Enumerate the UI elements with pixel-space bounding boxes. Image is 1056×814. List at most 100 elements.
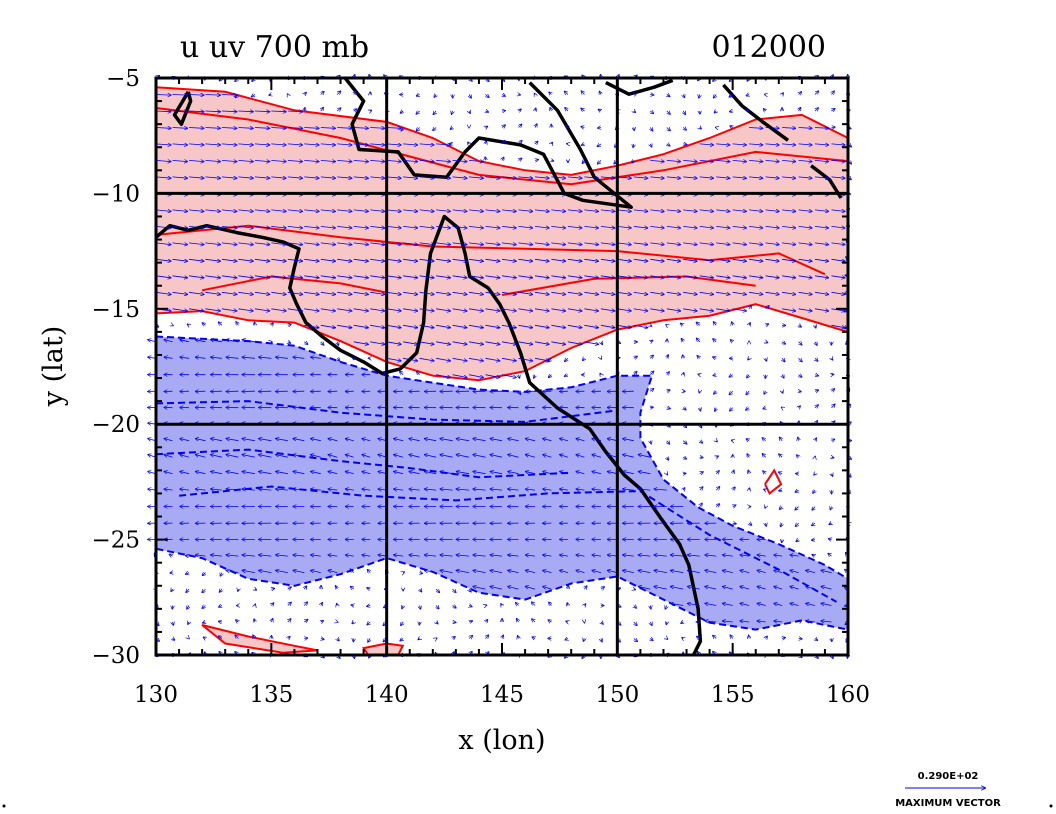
wind-vector (433, 128, 436, 131)
wind-vector (667, 408, 670, 409)
wind-vector (440, 472, 453, 475)
wind-vector (337, 276, 352, 278)
wind-vector (219, 636, 222, 639)
wind-vector (490, 472, 503, 475)
wind-vector (814, 226, 828, 228)
wind-vector (188, 111, 204, 112)
wind-vector (535, 108, 536, 111)
wind-vector (346, 439, 354, 441)
wind-vector (814, 243, 828, 245)
wind-vector (205, 291, 220, 294)
wind-vector (779, 454, 782, 457)
wind-vector (328, 570, 338, 572)
wind-vector (535, 160, 538, 161)
wind-vector (328, 555, 338, 556)
wind-vector (419, 177, 434, 178)
wind-vector (608, 439, 618, 441)
wind-vector (254, 144, 270, 145)
wind-vector (806, 570, 816, 572)
wind-vector (219, 606, 222, 608)
wind-vector (634, 639, 638, 642)
wind-vector (242, 439, 255, 441)
wind-vector (699, 276, 714, 278)
wind-vector (353, 160, 369, 161)
wind-vector (764, 391, 766, 394)
wind-vector (311, 555, 321, 556)
wind-vector (733, 487, 735, 490)
wind-vector (699, 259, 714, 261)
wind-vector (699, 243, 714, 245)
wind-vector (683, 441, 687, 444)
wind-vector (386, 259, 401, 261)
wind-vector (370, 308, 384, 311)
wind-vector (740, 603, 750, 605)
wind-vector (764, 109, 766, 111)
wind-vector (815, 438, 816, 441)
wind-vector (304, 638, 307, 639)
wind-vector (276, 489, 288, 490)
wind-vector (205, 144, 220, 145)
wind-vector (705, 621, 717, 622)
wind-vector (403, 291, 417, 294)
wind-vector (600, 291, 615, 294)
wind-vector (567, 243, 582, 245)
wind-vector (180, 455, 190, 458)
wind-vector (205, 177, 220, 178)
wind-vector (328, 489, 338, 490)
wind-vector (401, 128, 403, 131)
wind-vector (452, 341, 467, 345)
wind-vector (581, 108, 584, 111)
wind-vector (518, 243, 533, 245)
wind-vector (501, 357, 516, 361)
wind-vector (501, 259, 516, 261)
positive-region (156, 86, 848, 382)
wind-vector (584, 341, 598, 345)
wind-vector (187, 324, 189, 325)
wind-vector (600, 259, 615, 261)
wind-vector (485, 276, 500, 278)
wind-vector (567, 324, 582, 327)
wind-vector (409, 439, 420, 441)
wind-vector (221, 128, 237, 129)
wind-vector (815, 325, 816, 328)
wind-vector (638, 472, 651, 475)
wind-vector (814, 144, 828, 145)
wind-vector (601, 639, 602, 642)
wind-vector (600, 210, 615, 212)
wind-vector (287, 259, 303, 261)
wind-vector (321, 621, 324, 622)
gridlines (156, 78, 848, 655)
wind-vector (799, 108, 801, 112)
wind-vector (353, 210, 369, 212)
wind-vector (287, 177, 303, 178)
wind-vector (681, 323, 684, 325)
wind-vector (242, 455, 255, 458)
wind-vector (617, 308, 631, 311)
wind-vector (287, 111, 303, 112)
wind-vector (337, 91, 340, 94)
wind-vector (581, 91, 584, 95)
wind-vector (419, 160, 434, 161)
wind-vector (567, 603, 568, 606)
wind-vector (765, 276, 779, 278)
wind-vector (815, 342, 817, 345)
tick-labels: 130 135 140 145 150 155 160 −5 −10 −15 −20 −25 −30 (91, 66, 870, 708)
wind-vector (551, 226, 565, 228)
wind-vector (700, 487, 703, 490)
wind-vector (821, 570, 832, 572)
wind-vector (253, 635, 255, 638)
wind-vector (535, 141, 538, 144)
wind-vector (732, 243, 747, 245)
wind-vector (519, 158, 522, 160)
wind-vector (353, 276, 369, 278)
wind-vector (831, 144, 845, 145)
x-tick-label: 140 (365, 682, 409, 708)
wind-vector (452, 177, 467, 178)
x-tick-label: 150 (595, 682, 639, 708)
wind-vector (654, 489, 667, 490)
wind-vector (650, 276, 664, 278)
wind-vector (518, 276, 533, 278)
wind-vector (370, 128, 384, 129)
wind-vector (634, 94, 637, 95)
wind-vector (221, 243, 237, 245)
